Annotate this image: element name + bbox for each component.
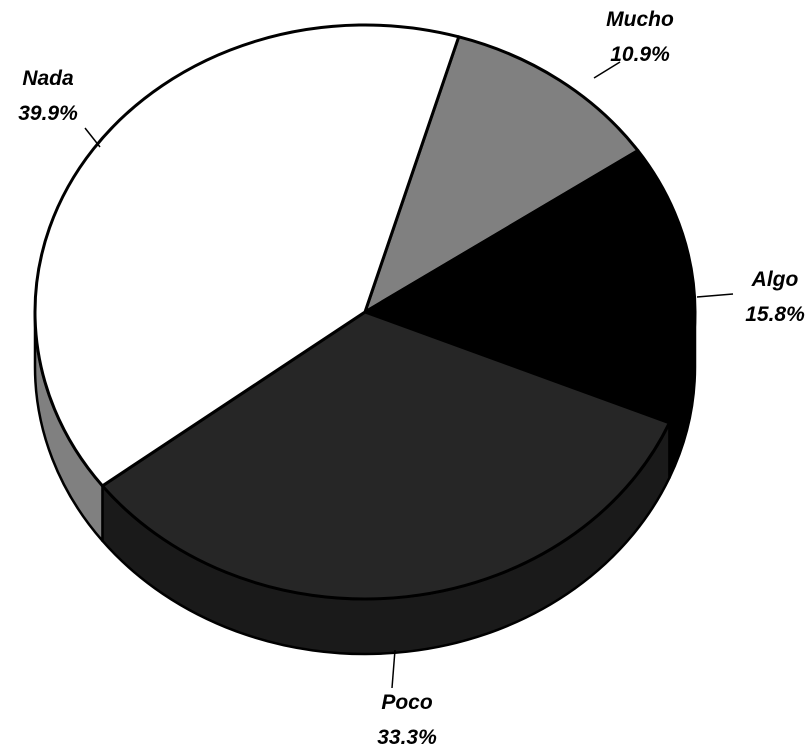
slice-percent-nada: 39.9%	[18, 102, 78, 125]
slice-label-nada: Nada	[22, 67, 74, 90]
slice-label-poco: Poco	[381, 691, 433, 714]
slice-percent-mucho: 10.9%	[610, 43, 670, 66]
pie-leader-lines	[84, 61, 734, 689]
slice-percent-algo: 15.8%	[745, 303, 805, 326]
slice-label-mucho: Mucho	[606, 8, 674, 31]
pie-slice-mucho	[363, 35, 640, 314]
pie-slice-nada	[33, 23, 461, 488]
leader-line-algo	[696, 293, 734, 298]
slice-label-algo: Algo	[751, 268, 799, 291]
leader-line-mucho	[593, 61, 621, 79]
leader-line-nada	[84, 127, 101, 148]
leader-line-poco	[391, 649, 396, 689]
pie-slice-poco	[100, 310, 671, 601]
pie-top	[33, 23, 697, 601]
pie-slice-algo	[363, 149, 697, 425]
slice-percent-poco: 33.3%	[377, 726, 437, 748]
pie-labels: Mucho 10.9% Algo 15.8% Poco 33.3% Nada 39.9%	[18, 8, 805, 749]
